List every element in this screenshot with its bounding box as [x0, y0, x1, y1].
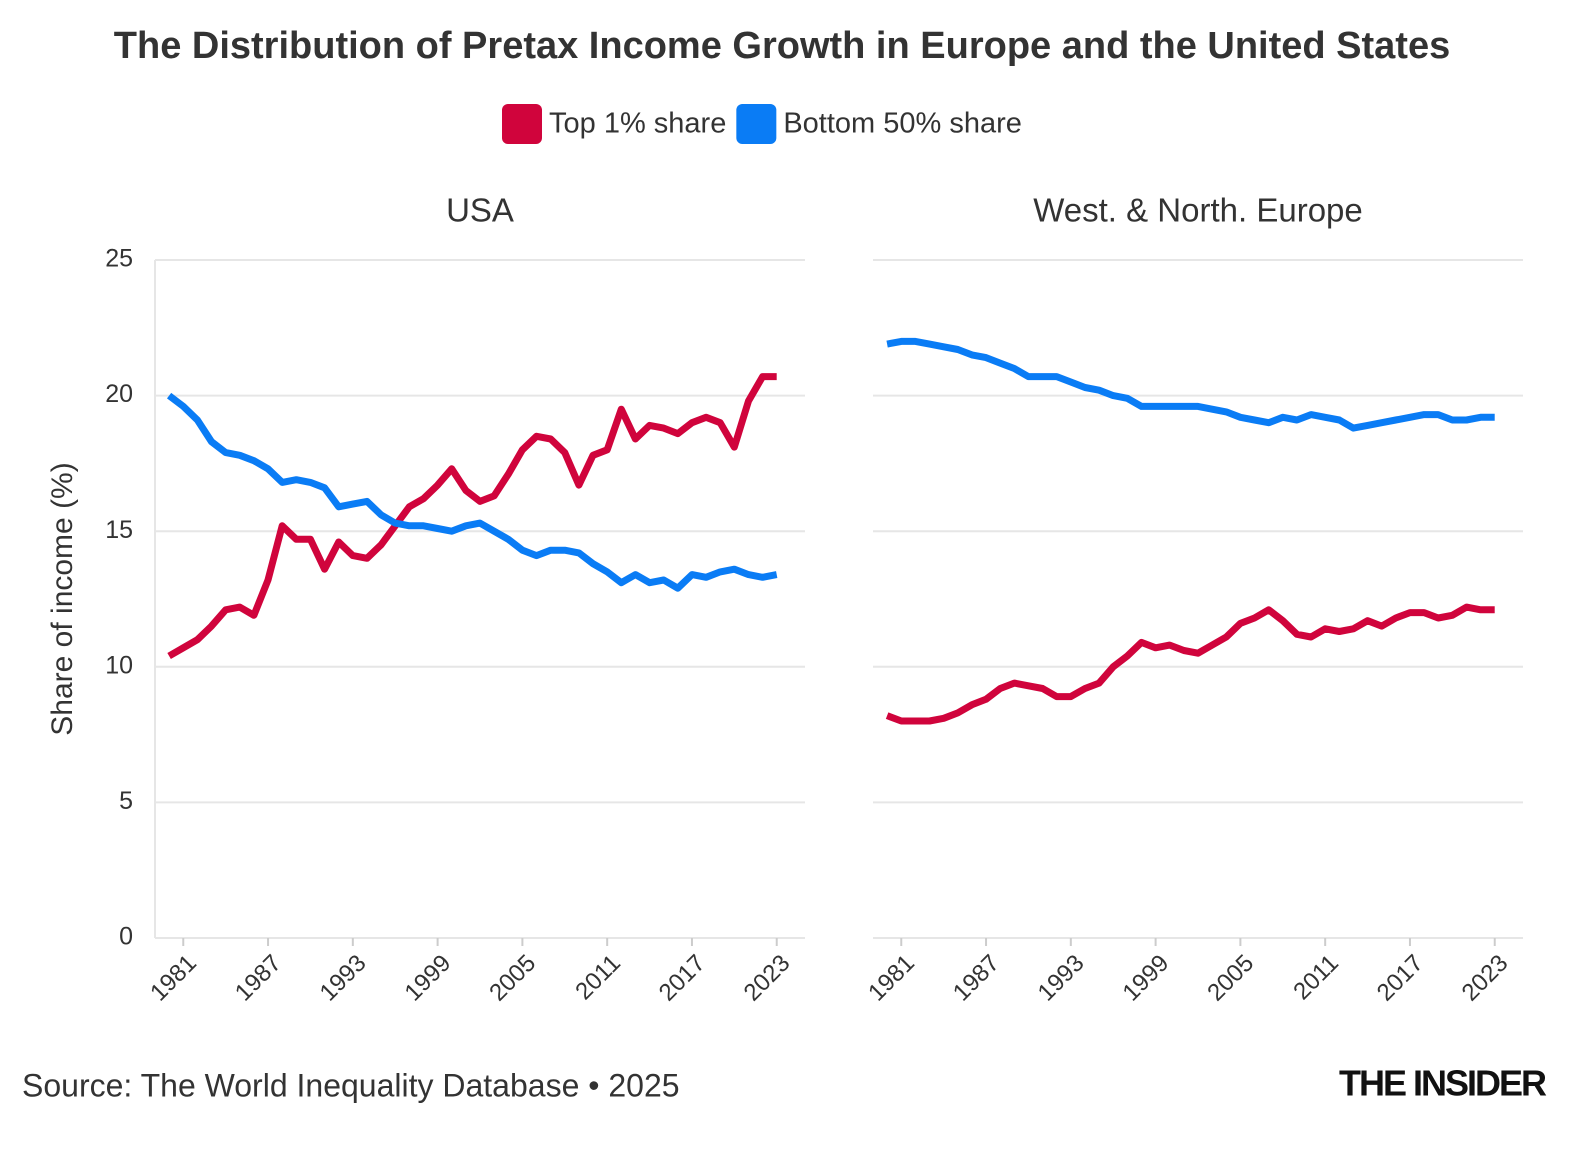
- source: Source: The World Inequality Database • …: [22, 1067, 680, 1103]
- y-tick-label: 20: [105, 380, 133, 408]
- x-tick-label: 1981: [863, 950, 920, 1007]
- y-tick-label: 15: [105, 516, 133, 544]
- x-tick-label: 2005: [1202, 950, 1259, 1007]
- x-tick-label: 1987: [230, 950, 287, 1007]
- x-tick-label: 2023: [1457, 950, 1514, 1007]
- x-tick-label: 2011: [570, 950, 626, 1006]
- chart-title: The Distribution of Pretax Income Growth…: [114, 25, 1450, 67]
- series-line: [885, 603, 1495, 725]
- x-tick-label: 1987: [948, 950, 1005, 1007]
- series-line: [167, 373, 777, 660]
- series-line: [166, 392, 778, 592]
- panel-title: USA: [446, 192, 514, 229]
- x-tick-label: 2011: [1288, 950, 1344, 1006]
- x-tick-label: 2017: [1372, 950, 1429, 1007]
- x-tick-label: 2005: [484, 950, 541, 1007]
- y-tick-label: 10: [105, 651, 133, 679]
- legend-label: Bottom 50% share: [783, 108, 1022, 140]
- y-tick-label: 0: [119, 923, 133, 951]
- legend-swatch: [502, 104, 542, 144]
- y-axis-label: Share of income (%): [46, 462, 79, 735]
- legend-label: Top 1% share: [549, 108, 726, 140]
- x-tick-label: 1999: [1117, 950, 1174, 1007]
- panel-title: West. & North. Europe: [1033, 192, 1363, 229]
- x-tick-label: 1993: [315, 950, 372, 1007]
- y-tick-label: 25: [105, 245, 133, 273]
- x-tick-label: 1981: [145, 950, 202, 1007]
- x-tick-label: 1999: [399, 950, 456, 1007]
- x-tick-label: 2023: [739, 950, 796, 1007]
- x-tick-label: 1993: [1033, 950, 1090, 1007]
- legend-swatch: [736, 104, 777, 144]
- y-tick-label: 5: [119, 787, 133, 815]
- brand: THE INSIDER: [1339, 1063, 1547, 1104]
- series-line: [886, 337, 1495, 432]
- x-tick-label: 2017: [654, 950, 711, 1007]
